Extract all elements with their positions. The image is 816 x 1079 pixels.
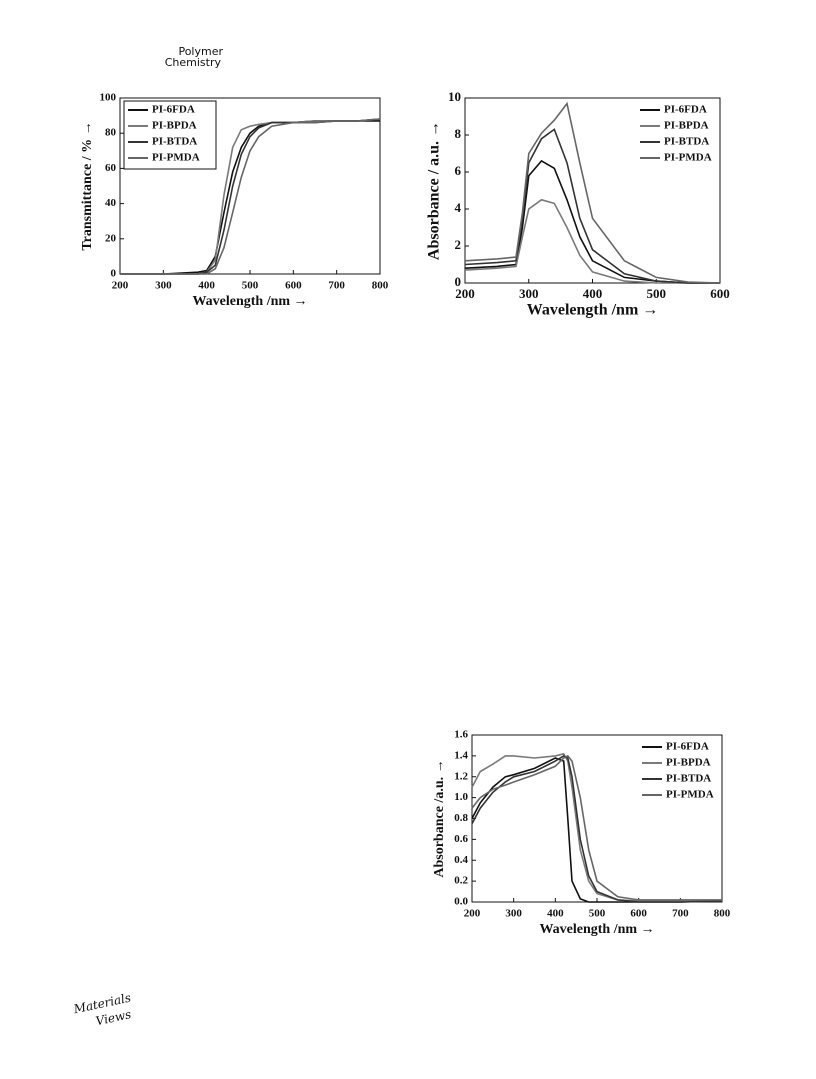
legend-label: PI-6FDA: [664, 104, 707, 116]
legend-label: PI-BPDA: [664, 120, 709, 132]
x-tick-label: 600: [710, 286, 730, 301]
legend-label: PI-BTDA: [666, 773, 711, 785]
y-tick-label: 60: [105, 162, 117, 174]
data-line: [471, 754, 723, 903]
legend-label: PI-BTDA: [152, 136, 197, 148]
legend-label: PI-BTDA: [664, 136, 709, 148]
x-tick-label: 500: [242, 280, 259, 292]
y-tick-label: 0.4: [454, 854, 468, 866]
data-line: [471, 754, 722, 901]
y-tick-label: 0.6: [454, 833, 468, 845]
x-axis-label: Wavelength /nm →: [527, 302, 659, 319]
legend-label: PI-PMDA: [664, 152, 712, 164]
x-tick-label: 500: [589, 908, 606, 920]
x-tick-label: 600: [285, 280, 302, 292]
y-tick-label: 100: [100, 92, 117, 104]
y-axis-label: Absorbance / a.u. →: [426, 121, 443, 260]
x-axis-label: Wavelength /nm →: [539, 922, 654, 937]
y-tick-label: 2: [455, 237, 462, 252]
x-axis-label: Wavelength /nm →: [192, 294, 307, 309]
x-tick-label: 800: [714, 908, 731, 920]
y-tick-label: 0.8: [454, 812, 468, 824]
x-tick-label: 200: [455, 286, 475, 301]
journal-name: Chemistry: [165, 56, 222, 69]
chart: 200 300 400 500 600 700 800 0 20 40 60 80 100 Wavelen…: [80, 92, 389, 310]
y-tick-label: 1.6: [454, 729, 468, 741]
x-tick-label: 200: [112, 280, 129, 292]
x-tick-label: 300: [519, 286, 539, 301]
legend-label: PI-BPDA: [152, 120, 197, 132]
y-tick-label: 4: [455, 200, 462, 215]
x-tick-label: 400: [583, 286, 603, 301]
x-tick-label: 800: [372, 280, 389, 292]
data-line: [464, 101, 721, 284]
x-tick-label: 400: [198, 280, 215, 292]
x-tick-label: 500: [647, 286, 667, 301]
data-line: [471, 757, 723, 903]
data-line: [464, 198, 720, 284]
x-tick-label: 200: [464, 908, 481, 920]
y-tick-label: 80: [105, 127, 117, 139]
y-tick-label: 6: [455, 163, 462, 178]
y-axis-label: Absorbance /a.u. →: [432, 759, 447, 877]
chart: 200 300 400 500 600 0 2 4 6 8 10 Wavelength /nm → Ab…: [426, 89, 730, 319]
x-tick-label: 700: [672, 908, 689, 920]
y-axis-label: Transmittance / % →: [80, 121, 95, 250]
y-tick-label: 10: [448, 89, 461, 104]
x-tick-label: 300: [505, 908, 522, 920]
y-tick-label: 20: [105, 232, 117, 244]
legend-label: PI-BPDA: [666, 757, 711, 769]
y-tick-label: 0: [111, 268, 117, 280]
y-tick-label: 1.2: [454, 770, 468, 782]
x-tick-label: 300: [155, 280, 172, 292]
data-line: [120, 118, 381, 275]
y-tick-label: 0: [455, 274, 462, 289]
data-line: [464, 159, 720, 284]
legend-label: PI-6FDA: [666, 741, 709, 753]
y-tick-label: 40: [105, 197, 117, 209]
chart: 200 300 400 500 600 700 800 0.0 0.2 0.4 0.6 0.8 1.0 1…: [432, 729, 731, 938]
x-tick-label: 400: [547, 908, 564, 920]
legend-label: PI-PMDA: [666, 789, 714, 801]
y-tick-label: 1.0: [454, 791, 468, 803]
journal-name: Polymer: [178, 45, 223, 58]
x-tick-label: 700: [328, 280, 345, 292]
y-tick-label: 0.0: [454, 896, 468, 908]
legend-label: PI-6FDA: [152, 104, 195, 116]
y-tick-label: 8: [455, 126, 462, 141]
y-tick-label: 1.4: [454, 749, 468, 761]
legend-label: PI-PMDA: [152, 152, 200, 164]
y-tick-label: 0.2: [454, 875, 468, 887]
x-tick-label: 600: [630, 908, 647, 920]
